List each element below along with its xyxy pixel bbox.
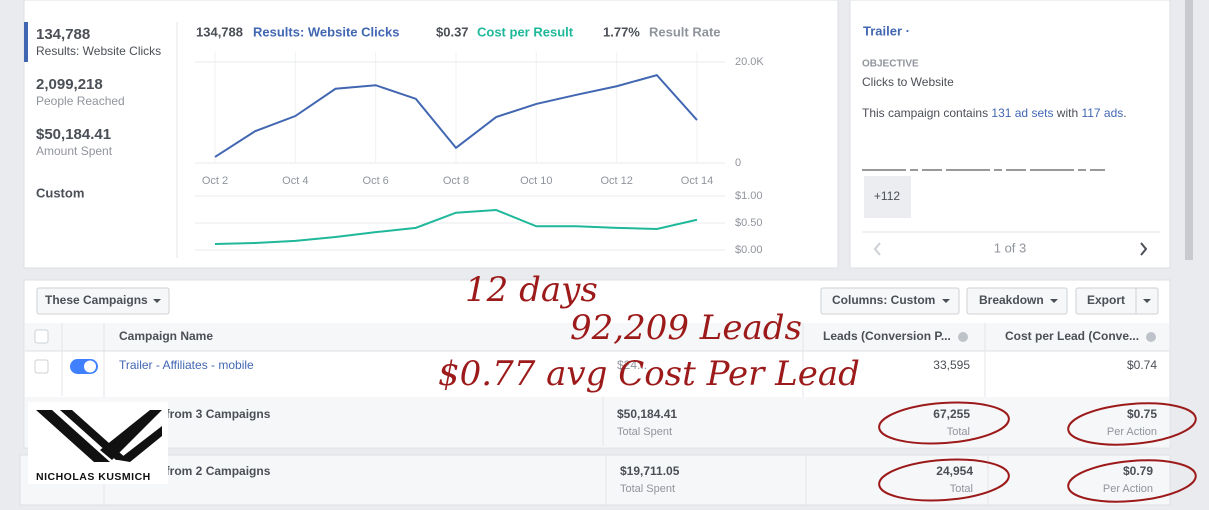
summary-value: $19,711.05 xyxy=(620,464,680,478)
logo-mark xyxy=(36,410,162,462)
insights-panel xyxy=(23,0,839,269)
header-label: Cost per Result xyxy=(477,24,574,39)
more-count: +112 xyxy=(874,189,900,203)
text: This campaign contains xyxy=(862,106,991,120)
header-value: 1.77% xyxy=(603,24,640,39)
stat-value: 134,788 xyxy=(36,26,90,43)
checkbox[interactable] xyxy=(34,329,49,344)
selected-bar xyxy=(24,22,28,62)
annotation: $0.77 avg Cost Per Lead xyxy=(438,354,860,394)
stat-label: Results: Website Clicks xyxy=(36,44,161,58)
cell: 33,595 xyxy=(933,358,970,372)
x-tick-label: Oct 6 xyxy=(363,175,389,187)
date-range[interactable]: Custom xyxy=(36,185,84,200)
charts: Oct 2 Oct 4 Oct 6 Oct 8 Oct 10 Oct 12 Oct 14 0 2… xyxy=(195,52,764,256)
y-tick-label: $1.00 xyxy=(735,190,763,202)
column-header[interactable]: Campaign Name xyxy=(119,329,213,343)
stat-value: 2,099,218 xyxy=(36,76,103,93)
campaign-link[interactable]: Trailer - Affiliates - mobile xyxy=(119,358,254,372)
cell: $0.74 xyxy=(1127,358,1157,372)
filter: These Campaigns xyxy=(45,293,148,307)
next[interactable] xyxy=(1140,242,1148,256)
text: . xyxy=(1123,106,1126,120)
info-icon[interactable] xyxy=(1146,332,1156,342)
x-tick-label: Oct 14 xyxy=(681,175,713,187)
summary-value: 24,954 xyxy=(936,464,973,478)
breakdown: Breakdown xyxy=(979,293,1044,307)
header-label: Result Rate xyxy=(649,24,721,39)
annotation: 12 days xyxy=(465,270,598,310)
summary-row xyxy=(19,454,1171,506)
export-button[interactable] xyxy=(1075,287,1159,315)
y-tick-label: $0.00 xyxy=(735,244,763,256)
link[interactable]: 117 ads xyxy=(1081,106,1123,120)
campaign-name[interactable]: Trailer · xyxy=(863,23,910,38)
caret xyxy=(153,299,161,303)
stat-label: Amount Spent xyxy=(36,144,113,158)
caret xyxy=(1143,299,1151,303)
prev[interactable] xyxy=(873,242,881,256)
objective: Clicks to Website xyxy=(862,75,954,89)
breakdown-button[interactable] xyxy=(966,287,1068,315)
summary-value: $0.75 xyxy=(1127,407,1157,421)
scrollbar xyxy=(1185,0,1193,260)
summary-value: $50,184.41 xyxy=(617,407,677,421)
campaign-summary: This campaign contains 131 ad sets with … xyxy=(862,106,1127,120)
summary-label: Per Action xyxy=(1103,483,1153,495)
campaign-panel xyxy=(849,0,1171,269)
cell: $24... xyxy=(617,358,647,372)
y-tick-label: 0 xyxy=(735,157,741,169)
objective-label: OBJECTIVE xyxy=(862,59,919,70)
summary-label: Per Action xyxy=(1107,426,1157,438)
summary-label: Total Spent xyxy=(620,483,675,495)
series-line xyxy=(214,74,698,158)
x-tick-label: Oct 2 xyxy=(202,175,228,187)
stat-value: $50,184.41 xyxy=(36,126,111,143)
checkbox[interactable] xyxy=(34,359,49,374)
toggle-knob xyxy=(84,360,96,373)
summary-label: Total Spent xyxy=(617,426,672,438)
column-header[interactable]: Cost per Lead (Conve... xyxy=(1005,329,1139,343)
link[interactable]: 131 ad sets xyxy=(991,106,1053,120)
pager: 1 of 3 xyxy=(994,240,1027,255)
logo-text: NICHOLAS KUSMICH xyxy=(36,471,151,483)
caret xyxy=(1050,299,1058,303)
header-value: 134,788 xyxy=(196,24,243,39)
export: Export xyxy=(1087,293,1125,307)
summary-value: $0.79 xyxy=(1123,464,1153,478)
table-header xyxy=(25,323,1169,351)
summary-label: Total xyxy=(947,426,970,438)
header-value: $0.37 xyxy=(436,24,469,39)
summary-row xyxy=(25,397,1169,447)
caret xyxy=(942,299,950,303)
annotation: 92,209 Leads xyxy=(570,308,802,348)
text: with xyxy=(1053,106,1081,120)
columns-button[interactable] xyxy=(820,287,960,315)
y-tick-label: $0.50 xyxy=(735,217,763,229)
series-line xyxy=(214,209,698,246)
y-tick-label: 20.0K xyxy=(735,56,764,68)
x-tick-label: Oct 4 xyxy=(282,175,308,187)
filter-button[interactable] xyxy=(36,287,170,315)
stat-label: People Reached xyxy=(36,94,125,108)
x-tick-label: Oct 8 xyxy=(443,175,469,187)
header-label: Results: Website Clicks xyxy=(253,24,399,39)
info-icon[interactable] xyxy=(958,332,968,342)
circles xyxy=(878,401,1197,503)
columns: Columns: Custom xyxy=(832,293,935,307)
x-tick-label: Oct 12 xyxy=(600,175,632,187)
column-header[interactable]: Leads (Conversion P... xyxy=(823,329,951,343)
x-tick-label: Oct 10 xyxy=(520,175,552,187)
summary-label: Total xyxy=(950,483,973,495)
more-box[interactable] xyxy=(864,176,911,218)
summary-value: 67,255 xyxy=(933,407,970,421)
